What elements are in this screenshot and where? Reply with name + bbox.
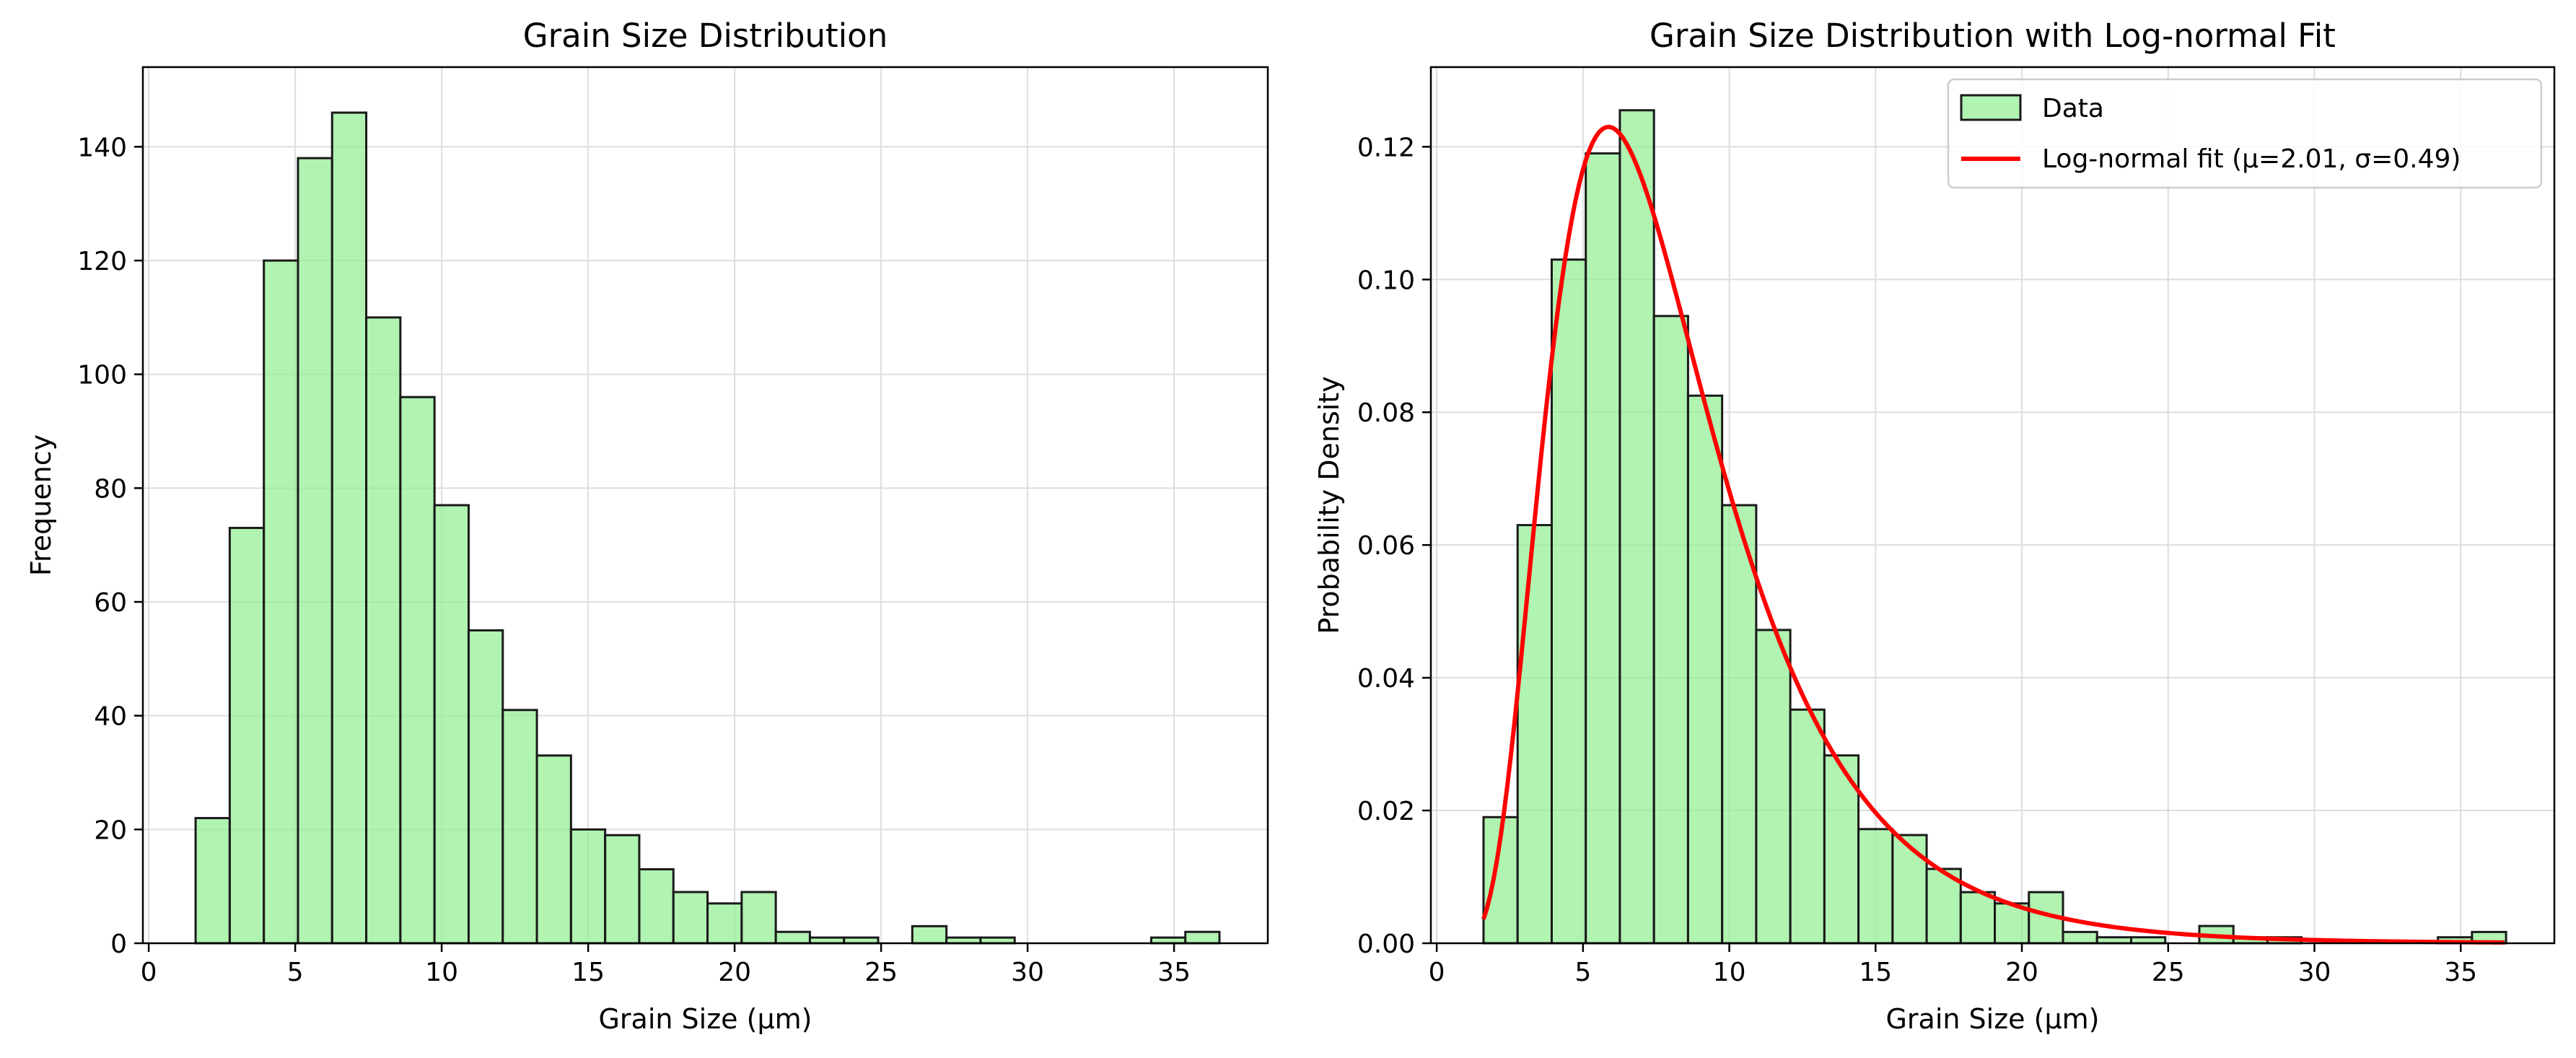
- histogram-bar: [911, 924, 948, 945]
- y-tick-label: 0.10: [1357, 266, 1415, 295]
- histogram-bar: [740, 891, 777, 945]
- histogram-bar: [1721, 504, 1758, 945]
- histogram-bar: [535, 754, 572, 945]
- histogram-fit-panel: 0 5 10 15 20 25 30 35 0.00 0.02 0.04 0.06 0.08 0.10 0.…: [1313, 17, 2556, 1035]
- histogram-bar: [672, 891, 709, 945]
- histogram-bar: [638, 868, 675, 945]
- x-tick-label: 25: [864, 958, 898, 987]
- histogram-bar: [1585, 152, 1621, 945]
- y-tick-label: 0.00: [1357, 930, 1415, 959]
- chart-title: Grain Size Distribution: [523, 17, 888, 55]
- x-tick-label: 5: [1574, 958, 1591, 987]
- histogram-bar: [297, 157, 333, 945]
- x-tick-label: 35: [2444, 958, 2477, 987]
- y-tick-label: 0.06: [1357, 531, 1415, 561]
- histogram-bar: [1652, 315, 1689, 945]
- x-tick-label: 15: [571, 958, 605, 987]
- histogram-bar: [604, 834, 641, 945]
- histogram-bar: [1891, 834, 1928, 945]
- histogram-bar: [774, 930, 811, 945]
- x-tick-label: 0: [1429, 958, 1445, 987]
- histogram-bar: [433, 504, 470, 945]
- histogram-bar: [1959, 891, 1997, 945]
- chart-title: Grain Size Distribution with Log-normal …: [1650, 17, 2336, 55]
- x-axis-label: Grain Size (μm): [598, 1003, 812, 1035]
- y-tick-label: 0.08: [1357, 398, 1415, 428]
- histogram-bar: [706, 902, 743, 945]
- x-axis-label: Grain Size (μm): [1885, 1003, 2099, 1035]
- y-axis-label: Frequency: [25, 434, 57, 576]
- y-tick-label: 20: [94, 816, 127, 845]
- x-tick-label: 35: [1157, 958, 1191, 987]
- x-tick-label: 10: [425, 958, 458, 987]
- x-tick-label: 20: [2005, 958, 2038, 987]
- histogram-bar: [330, 111, 368, 945]
- x-tick-label: 15: [1859, 958, 1892, 987]
- histogram-bar: [365, 316, 402, 945]
- histogram-bar: [1516, 524, 1553, 945]
- y-tick-label: 40: [94, 702, 127, 732]
- x-tick-label: 20: [718, 958, 751, 987]
- y-tick-label: 120: [77, 247, 127, 276]
- histogram-bar: [501, 709, 538, 945]
- y-axis-label: Probability Density: [1313, 376, 1345, 634]
- y-tick-label: 80: [94, 474, 127, 504]
- plot-frame: [1429, 66, 2556, 945]
- y-tick-label: 140: [77, 133, 127, 162]
- histogram-bar: [569, 828, 607, 945]
- legend-box: [1947, 78, 2543, 189]
- histogram-bar: [194, 817, 231, 945]
- histogram-bar: [2062, 930, 2098, 945]
- plot-frame: [141, 66, 1269, 945]
- legend-swatch-data: [1960, 94, 2022, 121]
- y-tick-label: 60: [94, 588, 127, 618]
- lognormal-fit-line: [1481, 124, 2505, 945]
- histogram-bar: [263, 259, 299, 945]
- y-tick-label: 0: [110, 930, 127, 959]
- legend: Data Log-normal fit (μ=2.01, σ=0.49): [1947, 78, 2543, 189]
- histogram-bar: [1686, 394, 1724, 945]
- legend-label-fit: Log-normal fit (μ=2.01, σ=0.49): [2042, 144, 2461, 174]
- x-tick-label: 0: [141, 958, 157, 987]
- y-tick-label: 0.04: [1357, 664, 1415, 694]
- histogram-bar: [1857, 828, 1894, 945]
- histogram-bar: [1789, 708, 1826, 945]
- histogram-bar: [1184, 930, 1221, 945]
- histogram-bar: [1618, 109, 1655, 945]
- y-tick-label: 0.02: [1357, 797, 1415, 826]
- y-tick-label: 100: [77, 361, 127, 390]
- x-tick-label: 5: [287, 958, 304, 987]
- legend-label-data: Data: [2042, 94, 2104, 123]
- x-tick-label: 30: [1011, 958, 1044, 987]
- histogram-bar: [1550, 258, 1587, 945]
- x-tick-label: 25: [2152, 958, 2185, 987]
- histogram-bar: [228, 527, 266, 945]
- y-tick-label: 0.12: [1357, 133, 1415, 162]
- histogram-bar: [467, 629, 504, 945]
- x-tick-label: 10: [1713, 958, 1746, 987]
- histogram-panel: 0 5 10 15 20 25 30 35 0 20 40 60 80 100 120 140 Grain Si…: [25, 17, 1269, 1035]
- x-tick-label: 30: [2298, 958, 2331, 987]
- histogram-bar: [399, 395, 436, 945]
- histogram-bar: [1755, 629, 1792, 945]
